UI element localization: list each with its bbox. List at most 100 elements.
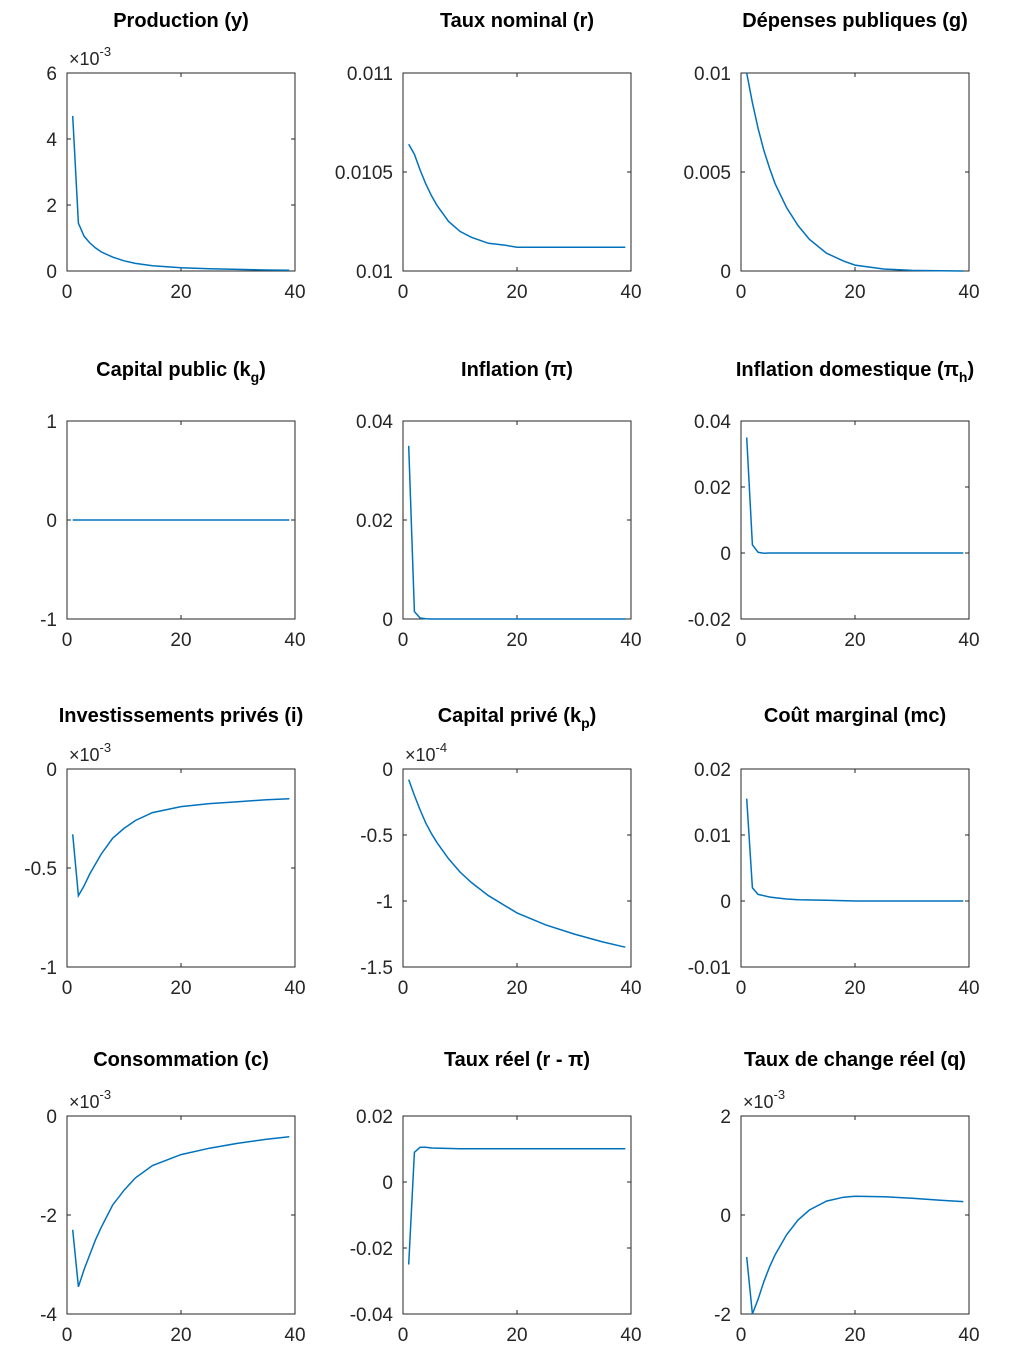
y-tick-label: -2 bbox=[40, 1206, 57, 1227]
x-tick-label: 20 bbox=[844, 282, 865, 303]
y-tick-label: 0.0105 bbox=[335, 163, 393, 184]
x-tick-label: 40 bbox=[620, 282, 641, 303]
x-tick-label: 20 bbox=[506, 282, 527, 303]
series-line bbox=[745, 437, 964, 555]
axis-multiplier: ×10-3 bbox=[69, 1087, 111, 1112]
subplot-title: Consommation (c) bbox=[93, 1049, 269, 1071]
x-tick-label: 20 bbox=[506, 978, 527, 999]
x-tick-label: 0 bbox=[398, 1325, 409, 1346]
y-tick-label: 2 bbox=[720, 1107, 731, 1128]
y-tick-label: 2 bbox=[46, 196, 57, 217]
axis-multiplier: ×10-3 bbox=[69, 44, 111, 69]
y-tick-label: -0.5 bbox=[360, 826, 393, 847]
y-tick-label: 0.04 bbox=[694, 412, 731, 433]
subplot-9: Consommation (c) ×10-3 0 20 40 -4 -2 0 bbox=[40, 1049, 305, 1346]
series-line bbox=[407, 445, 626, 620]
x-tick-label: 40 bbox=[958, 978, 979, 999]
y-tick-label: 0.02 bbox=[356, 1107, 393, 1128]
y-tick-label: 0 bbox=[720, 544, 731, 565]
axes-box bbox=[402, 72, 632, 272]
x-tick-label: 0 bbox=[736, 630, 747, 651]
axes-box bbox=[402, 420, 632, 620]
x-tick-label: 0 bbox=[62, 282, 73, 303]
subplot-title: Production (y) bbox=[113, 10, 249, 32]
subplot-title: Inflation domestique (πh) bbox=[736, 359, 974, 385]
subplot-title: Taux de change réel (q) bbox=[744, 1049, 966, 1071]
y-tick-label: 0 bbox=[46, 760, 57, 781]
y-tick-label: -0.04 bbox=[350, 1305, 394, 1326]
x-tick-label: 20 bbox=[170, 1325, 191, 1346]
subplot-11: Taux de change réel (q)×10-30 20 40-202 bbox=[714, 1049, 979, 1346]
series-line bbox=[407, 779, 626, 948]
y-tick-label: 0.02 bbox=[694, 478, 731, 499]
y-tick-label: 0.02 bbox=[694, 760, 731, 781]
y-tick-label: -0.02 bbox=[350, 1239, 393, 1260]
x-tick-label: 0 bbox=[62, 1325, 73, 1346]
x-tick-label: 0 bbox=[736, 978, 747, 999]
axis-multiplier: ×10-3 bbox=[743, 1087, 785, 1112]
subplot-title: Investissements privés (i) bbox=[59, 705, 304, 727]
axes-box bbox=[740, 768, 970, 968]
x-tick-label: 40 bbox=[620, 978, 641, 999]
y-tick-label: 0 bbox=[382, 760, 393, 781]
axes-box bbox=[66, 1115, 296, 1315]
axes-box bbox=[740, 72, 970, 272]
y-tick-label: 0.01 bbox=[694, 64, 731, 85]
x-tick-label: 40 bbox=[958, 282, 979, 303]
series-line bbox=[407, 1146, 626, 1265]
x-tick-label: 40 bbox=[620, 1325, 641, 1346]
subplot-0: Production (y)×10-3 0 20 40 0 2 4 6 bbox=[46, 10, 305, 303]
x-tick-label: 0 bbox=[62, 630, 73, 651]
y-tick-label: 0.02 bbox=[356, 511, 393, 532]
series-line bbox=[745, 1195, 964, 1315]
y-tick-label: 0 bbox=[720, 892, 731, 913]
axes-box bbox=[66, 72, 296, 272]
subplot-7: Capital privé (kp) ×10-4 0 20 40 -1.5 -1 -0.5 0 bbox=[360, 705, 641, 999]
y-tick-label: 1 bbox=[46, 412, 57, 433]
y-tick-label: 4 bbox=[46, 130, 57, 151]
subplot-3: Capital public (kg)0 20 40-101 bbox=[40, 359, 305, 651]
y-tick-label: -2 bbox=[714, 1305, 731, 1326]
subplot-title: Capital privé (kp) bbox=[438, 705, 597, 731]
y-tick-label: 0 bbox=[46, 262, 57, 283]
y-tick-label: -0.01 bbox=[688, 958, 731, 979]
x-tick-label: 0 bbox=[398, 282, 409, 303]
x-tick-label: 40 bbox=[620, 630, 641, 651]
subplot-title: Coût marginal (mc) bbox=[764, 705, 946, 727]
y-tick-label: 0 bbox=[720, 1206, 731, 1227]
y-tick-label: -0.02 bbox=[688, 610, 731, 631]
x-tick-label: 20 bbox=[170, 630, 191, 651]
y-tick-label: -1.5 bbox=[360, 958, 393, 979]
y-tick-label: 0.011 bbox=[347, 64, 393, 85]
series-line bbox=[745, 798, 964, 902]
axes-box bbox=[740, 1115, 970, 1315]
subplot-title: Taux nominal (r) bbox=[440, 10, 594, 32]
x-tick-label: 20 bbox=[170, 978, 191, 999]
x-tick-label: 40 bbox=[284, 1325, 305, 1346]
x-tick-label: 0 bbox=[736, 1325, 747, 1346]
x-tick-label: 20 bbox=[844, 1325, 865, 1346]
series-line bbox=[71, 115, 290, 272]
y-tick-label: -4 bbox=[40, 1305, 57, 1326]
axes-box bbox=[402, 768, 632, 968]
subplot-4: Inflation (π) 0 20 40 0 0.02 0.04 bbox=[356, 359, 642, 651]
x-tick-label: 0 bbox=[398, 978, 409, 999]
x-tick-label: 0 bbox=[62, 978, 73, 999]
y-tick-label: -1 bbox=[40, 610, 57, 631]
subplot-1: Taux nominal (r) 0 20 40 0.01 0.0105 0.011 bbox=[335, 10, 642, 303]
axes-box bbox=[66, 768, 296, 968]
y-tick-label: -1 bbox=[376, 892, 393, 913]
y-tick-label: -1 bbox=[40, 958, 57, 979]
subplot-title: Capital public (kg) bbox=[96, 359, 266, 385]
subplot-2: Dépenses publiques (g) 0 20 40 0 0.005 0.01 bbox=[683, 10, 979, 303]
y-tick-label: 0.04 bbox=[356, 412, 393, 433]
y-tick-label: 6 bbox=[46, 64, 57, 85]
x-tick-label: 20 bbox=[844, 978, 865, 999]
x-tick-label: 40 bbox=[284, 630, 305, 651]
y-tick-label: 0.01 bbox=[694, 826, 731, 847]
y-tick-label: 0 bbox=[46, 511, 57, 532]
x-tick-label: 20 bbox=[844, 630, 865, 651]
x-tick-label: 40 bbox=[284, 978, 305, 999]
